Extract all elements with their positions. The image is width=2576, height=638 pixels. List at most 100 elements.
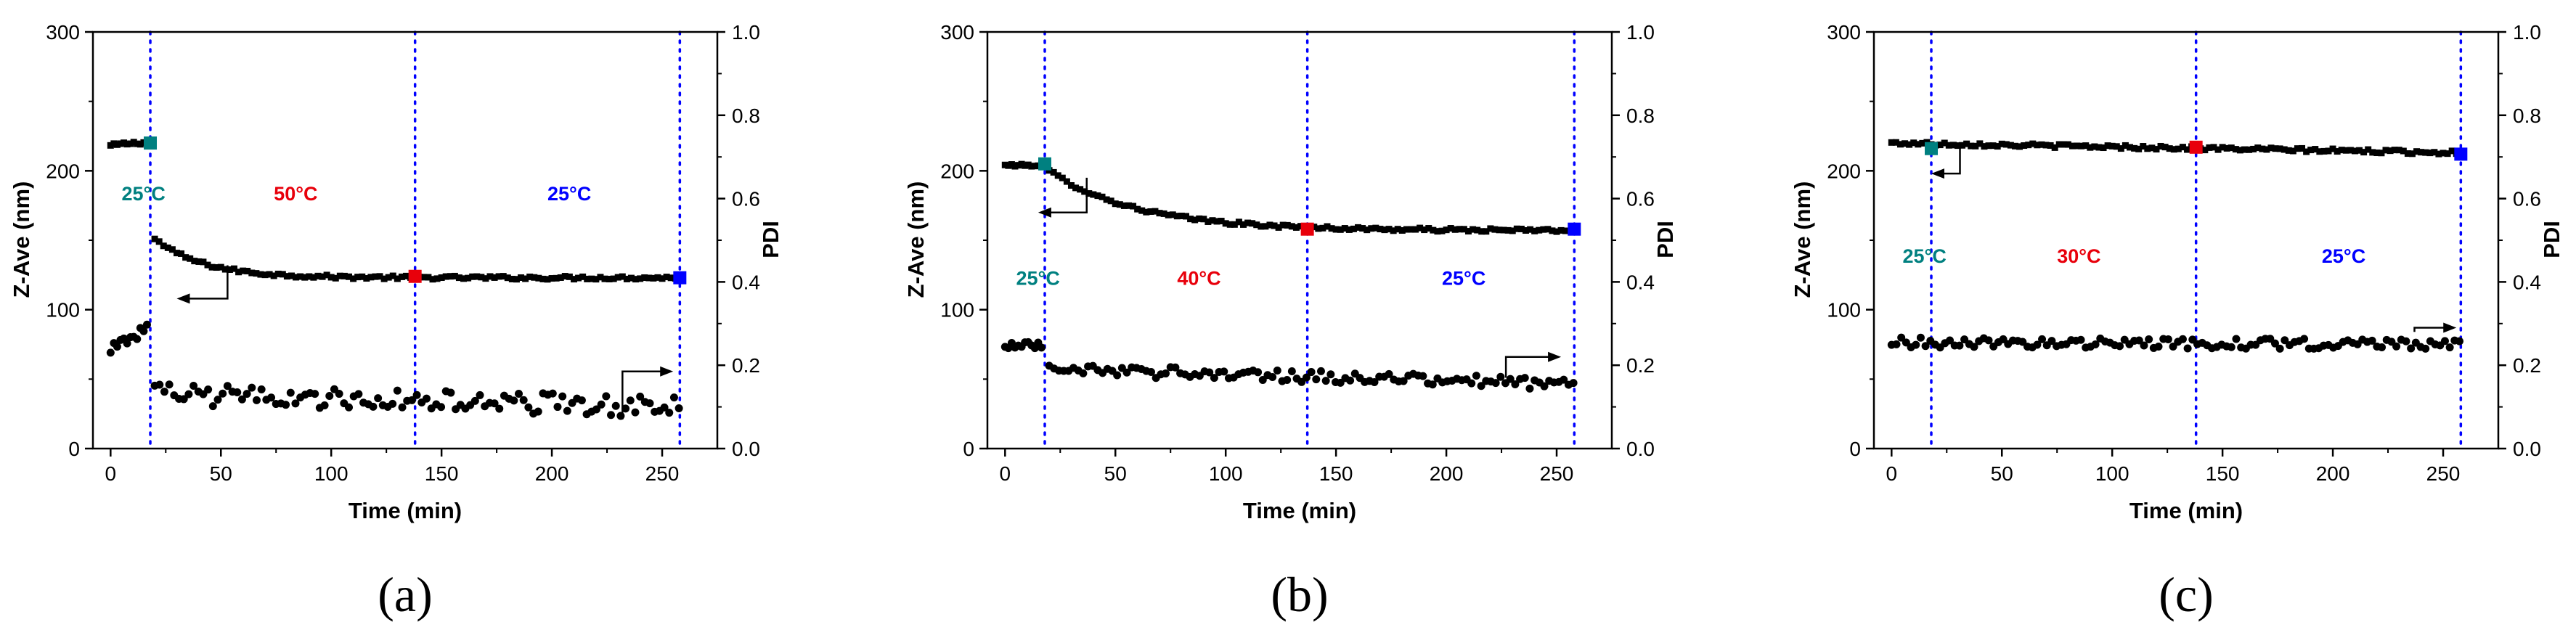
temperature-marker [1300,222,1314,236]
zave-point [2174,145,2182,152]
zave-point [107,142,114,149]
zave-point [1173,213,1181,220]
zave-point [266,271,273,278]
zave-point [2285,147,2292,154]
temperature-marker [1038,157,1052,171]
pdi-point [2116,342,2124,351]
zave-point [208,263,216,271]
zave-point [1976,140,1984,147]
zave-point [2002,141,2010,148]
zave-point [123,141,131,148]
zave-point [2435,150,2442,158]
zave-point [1059,174,1066,181]
zave-point [544,276,551,283]
zave-point [1544,226,1552,233]
zave-point [2448,147,2455,155]
zave-point [1531,227,1538,234]
zave-point [253,270,260,277]
zave-point [1028,163,1035,170]
pdi-point [1472,372,1480,380]
pdi-point [291,399,300,408]
zave-point [1892,139,1899,146]
zave-point [2232,146,2239,153]
zave-point [2170,146,2177,153]
pdi-point [2135,336,2143,345]
zave-point [2021,142,2028,150]
zave-point [495,273,502,280]
pdi-point [1316,367,1325,375]
pdi-point [660,403,669,412]
zave-point [2373,150,2381,157]
zave-point [341,272,348,279]
zave-point [447,273,454,280]
zave-point [2320,147,2328,155]
zave-point [230,265,237,272]
pdi-point [1122,368,1131,377]
zave-point [1107,197,1114,205]
zave-point [2108,142,2116,150]
zave-point [641,274,648,281]
pdi-point [1346,376,1355,385]
pdi-point [1283,376,1292,385]
pdi-point [1312,375,1321,384]
pdi-point [470,396,479,405]
pdi-point [223,382,232,390]
zave-point [659,275,666,282]
zave-point [425,274,432,281]
zave-point [2418,149,2425,156]
zave-point [654,274,661,281]
y2-tick-label: 0.6 [2513,188,2541,210]
zave-point [2144,145,2151,152]
zave-point [1258,223,1265,230]
pdi-point [2169,343,2177,351]
zave-point [597,274,604,281]
zave-point [2329,145,2336,152]
temperature-label: 25°C [1903,245,1947,267]
pdi-point [1037,343,1046,352]
zave-point [1266,221,1273,229]
zave-point [2267,144,2275,152]
zave-point [1451,226,1459,233]
pdi-point [282,401,290,409]
zave-point [1385,226,1393,233]
zave-point [1249,220,1256,227]
pdi-point [1399,377,1408,385]
zave-point [2206,144,2213,151]
zave-point [380,275,388,282]
zave-point [1240,221,1247,228]
zave-point [2148,144,2156,152]
zave-point [2391,147,2398,154]
pdi-point [1921,342,1930,351]
pdi-point [2154,343,2163,351]
pdi-point [1273,366,1281,375]
zave-point [663,274,670,281]
x-tick-label: 150 [425,462,459,485]
zave-point [1116,201,1123,208]
pdi-point [1946,336,1955,345]
zave-point [2299,144,2306,152]
x-tick-label: 250 [1540,462,1574,485]
zave-point [579,273,587,280]
zave-point [1297,223,1305,230]
pdi-point [165,380,174,389]
pdi-point [1307,368,1316,377]
pdi-point [1079,369,1088,377]
zave-point [359,273,366,280]
pdi-point [616,412,625,420]
pdi-point [354,390,363,398]
pdi-point [208,402,217,411]
zave-point [2201,147,2209,154]
pdi-point [142,320,151,329]
zave-point [438,274,445,282]
zave-point [1130,203,1137,210]
x-tick-label: 100 [1209,462,1243,485]
zave-point [1549,227,1556,234]
y2-axis-title: PDI [2539,221,2564,258]
zave-point [1077,186,1084,193]
zave-point [478,274,485,281]
pdi-point [374,394,383,403]
zave-point [1031,163,1038,170]
zave-point [1005,162,1012,169]
zave-point [1200,216,1207,223]
